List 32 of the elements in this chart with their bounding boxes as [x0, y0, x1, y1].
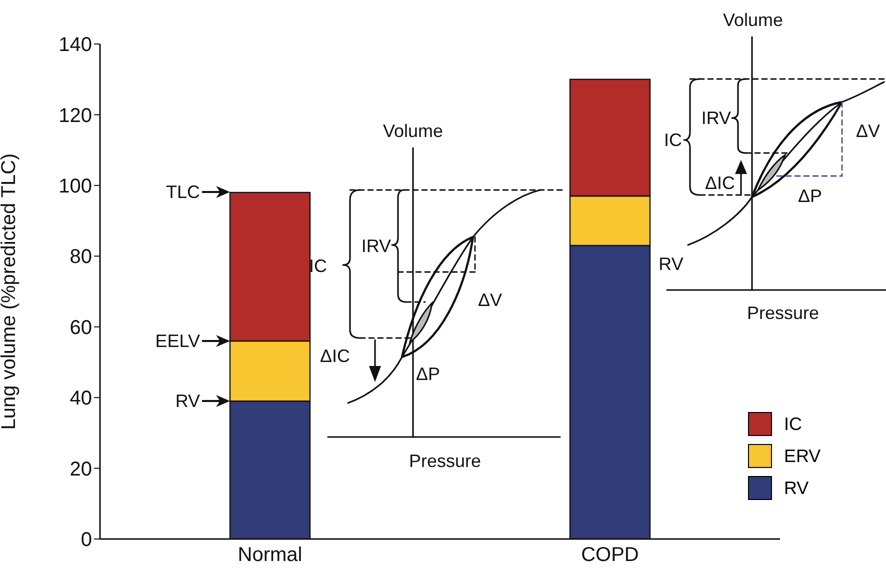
text: ΔP	[798, 186, 822, 206]
y-tick-label: 20	[70, 458, 92, 480]
y-tick-label: 140	[58, 34, 92, 56]
annotation: ΔIC	[704, 173, 735, 193]
annotation: Pressure	[746, 303, 820, 323]
annotation: IC	[309, 256, 327, 276]
annotation: ΔIC	[320, 346, 350, 366]
y-tick-label: 120	[58, 104, 92, 127]
annotation: ΔV	[478, 290, 502, 310]
x-tick-label: Normal	[238, 544, 302, 566]
legend-label: RV	[784, 478, 809, 498]
annotation: Volume	[382, 121, 444, 141]
text: ΔV	[856, 121, 880, 141]
annotation: IC	[664, 130, 682, 150]
legend-label: IC	[784, 414, 802, 434]
x-tick-label: COPD	[581, 544, 639, 566]
annotation: RV	[175, 391, 200, 411]
annotation: IRV	[361, 236, 391, 256]
y-tick-label: 100	[58, 176, 92, 198]
annotation: EELV	[155, 331, 200, 351]
annotation: RV	[658, 254, 684, 274]
y-tick-label: 40	[70, 388, 92, 410]
annotation: IRV	[701, 108, 731, 128]
legend-label: ERV	[784, 446, 821, 466]
text: Volume	[722, 10, 784, 30]
annotation: ΔP	[416, 364, 440, 384]
y-tick-label: 60	[70, 316, 92, 339]
annotation: Pressure	[408, 451, 482, 471]
y-axis-title: Lung volume (%predicted TLC)	[0, 153, 20, 430]
y-tick-label: 80	[70, 246, 92, 268]
y-tick-label: 0	[80, 529, 92, 552]
annotation: TLC	[166, 182, 200, 202]
